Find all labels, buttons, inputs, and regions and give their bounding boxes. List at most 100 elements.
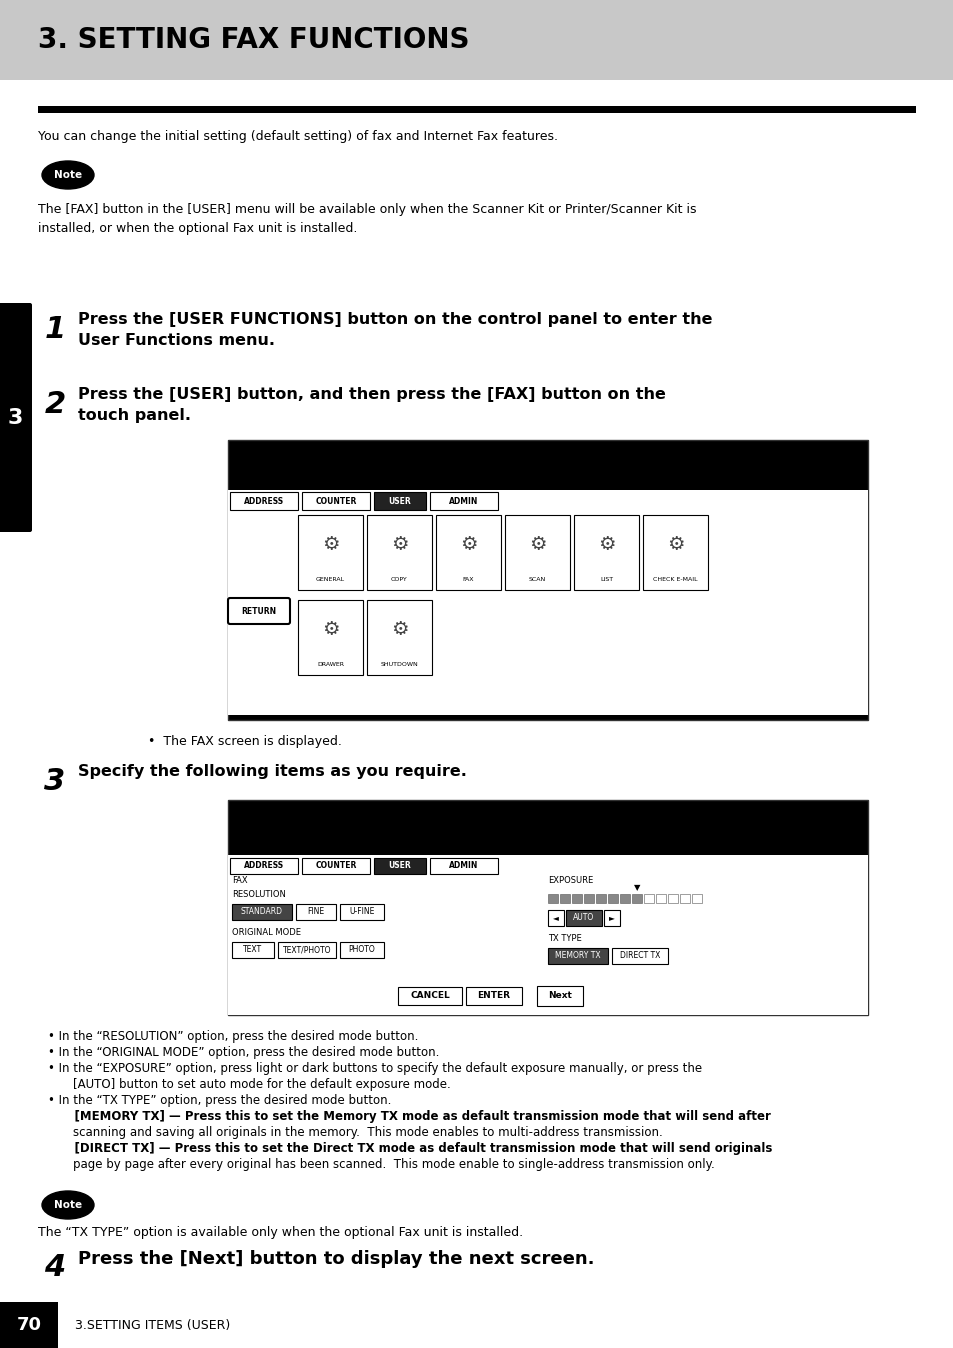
Bar [547, 948, 607, 964]
Text: PHOTO: PHOTO [348, 945, 375, 954]
Text: [DIRECT TX] — Press this to set the Direct TX mode as default transmission mode : [DIRECT TX] — Press this to set the Dire… [58, 1142, 772, 1155]
Text: The [FAX] button in the [USER] menu will be available only when the Scanner Kit : The [FAX] button in the [USER] menu will… [38, 204, 696, 235]
Text: RETURN: RETURN [241, 607, 276, 616]
Bar [228, 510, 867, 714]
Text: • In the “TX TYPE” option, press the desired mode button.: • In the “TX TYPE” option, press the des… [48, 1095, 391, 1107]
Text: Note: Note [54, 170, 82, 181]
Bar [565, 910, 601, 926]
Text: EXPOSURE: EXPOSURE [547, 876, 593, 886]
Text: ADMIN: ADMIN [449, 496, 478, 506]
FancyBboxPatch shape [228, 599, 290, 624]
Bar [547, 894, 558, 903]
Text: Note: Note [54, 1200, 82, 1211]
Text: 3.SETTING ITEMS (USER): 3.SETTING ITEMS (USER) [75, 1318, 230, 1332]
Text: 70: 70 [16, 1316, 42, 1335]
Text: ADDRESS: ADDRESS [244, 496, 284, 506]
Text: • In the “ORIGINAL MODE” option, press the desired mode button.: • In the “ORIGINAL MODE” option, press t… [48, 1046, 439, 1060]
Bar [228, 855, 867, 1015]
Text: 3: 3 [45, 767, 66, 797]
Text: Press the [USER FUNCTIONS] button on the control panel to enter the
User Functio: Press the [USER FUNCTIONS] button on the… [78, 311, 712, 348]
Bar [302, 857, 370, 874]
Text: page by page after every original has been scanned.  This mode enable to single-: page by page after every original has be… [58, 1158, 714, 1171]
Text: SHUTDOWN: SHUTDOWN [380, 662, 418, 667]
Text: CANCEL: CANCEL [410, 992, 450, 1000]
Bar [603, 910, 619, 926]
Bar [374, 492, 426, 510]
Text: You can change the initial setting (default setting) of fax and Internet Fax fea: You can change the initial setting (defa… [38, 129, 558, 143]
Bar [607, 894, 618, 903]
Text: ⚙: ⚙ [598, 535, 615, 554]
Bar [230, 492, 297, 510]
Text: DRAWER: DRAWER [316, 662, 344, 667]
Bar [277, 942, 335, 958]
Bar [397, 987, 461, 1006]
Bar [547, 910, 563, 926]
Bar [0, 1302, 58, 1348]
Bar [230, 857, 297, 874]
Text: FAX: FAX [462, 577, 474, 582]
Text: Specify the following items as you require.: Specify the following items as you requi… [78, 764, 466, 779]
Text: • In the “RESOLUTION” option, press the desired mode button.: • In the “RESOLUTION” option, press the … [48, 1030, 418, 1043]
Text: ⚙: ⚙ [321, 535, 339, 554]
Bar [619, 894, 629, 903]
Bar [631, 894, 641, 903]
Bar [583, 894, 594, 903]
Bar [691, 894, 701, 903]
Bar [643, 894, 654, 903]
FancyBboxPatch shape [0, 303, 32, 532]
Bar [430, 492, 497, 510]
FancyBboxPatch shape [297, 515, 363, 590]
Text: Press the [USER] button, and then press the [FAX] button on the
touch panel.: Press the [USER] button, and then press … [78, 387, 665, 423]
Text: MEMORY TX: MEMORY TX [555, 952, 600, 961]
Text: ADMIN: ADMIN [449, 861, 478, 871]
Bar [572, 894, 581, 903]
Text: USER: USER [388, 861, 411, 871]
Text: ⚙: ⚙ [321, 620, 339, 639]
Ellipse shape [42, 1192, 94, 1219]
Bar [0, 0, 953, 80]
Text: TEXT: TEXT [243, 945, 262, 954]
FancyBboxPatch shape [537, 985, 582, 1006]
Bar [596, 894, 605, 903]
Text: COUNTER: COUNTER [315, 496, 356, 506]
Text: U-FINE: U-FINE [349, 907, 375, 917]
Bar [295, 905, 335, 919]
Bar [656, 894, 665, 903]
Bar [430, 857, 497, 874]
Text: DIRECT TX: DIRECT TX [619, 952, 659, 961]
Text: STANDARD: STANDARD [241, 907, 283, 917]
Bar [559, 894, 569, 903]
Text: ENTER: ENTER [477, 992, 510, 1000]
Text: GENERAL: GENERAL [315, 577, 345, 582]
Text: ⚙: ⚙ [459, 535, 476, 554]
Text: COUNTER: COUNTER [315, 861, 356, 871]
Bar [232, 942, 274, 958]
FancyBboxPatch shape [436, 515, 500, 590]
Text: ⚙: ⚙ [666, 535, 683, 554]
Ellipse shape [42, 160, 94, 189]
Text: ADDRESS: ADDRESS [244, 861, 284, 871]
Text: scanning and saving all originals in the memory.  This mode enables to multi-add: scanning and saving all originals in the… [58, 1126, 662, 1139]
Text: SCAN: SCAN [528, 577, 545, 582]
Text: Next: Next [547, 992, 572, 1000]
Bar [228, 799, 867, 1015]
Bar [302, 492, 370, 510]
Text: TX TYPE: TX TYPE [547, 934, 581, 944]
Text: FINE: FINE [307, 907, 324, 917]
Bar [679, 894, 689, 903]
FancyBboxPatch shape [367, 600, 432, 675]
Text: ►: ► [608, 914, 615, 922]
Text: 3. SETTING FAX FUNCTIONS: 3. SETTING FAX FUNCTIONS [38, 26, 469, 54]
Text: TEXT/PHOTO: TEXT/PHOTO [282, 945, 331, 954]
Text: ⚙: ⚙ [528, 535, 546, 554]
Bar [612, 948, 667, 964]
Text: Press the [Next] button to display the next screen.: Press the [Next] button to display the n… [78, 1250, 594, 1268]
Bar [465, 987, 521, 1006]
Text: 4: 4 [45, 1254, 66, 1282]
Text: COPY: COPY [391, 577, 408, 582]
Text: 1: 1 [45, 315, 66, 344]
Text: • In the “EXPOSURE” option, press light or dark buttons to specify the default e: • In the “EXPOSURE” option, press light … [48, 1062, 701, 1074]
Bar [228, 491, 867, 714]
Text: RESOLUTION: RESOLUTION [232, 890, 286, 899]
Bar [667, 894, 678, 903]
